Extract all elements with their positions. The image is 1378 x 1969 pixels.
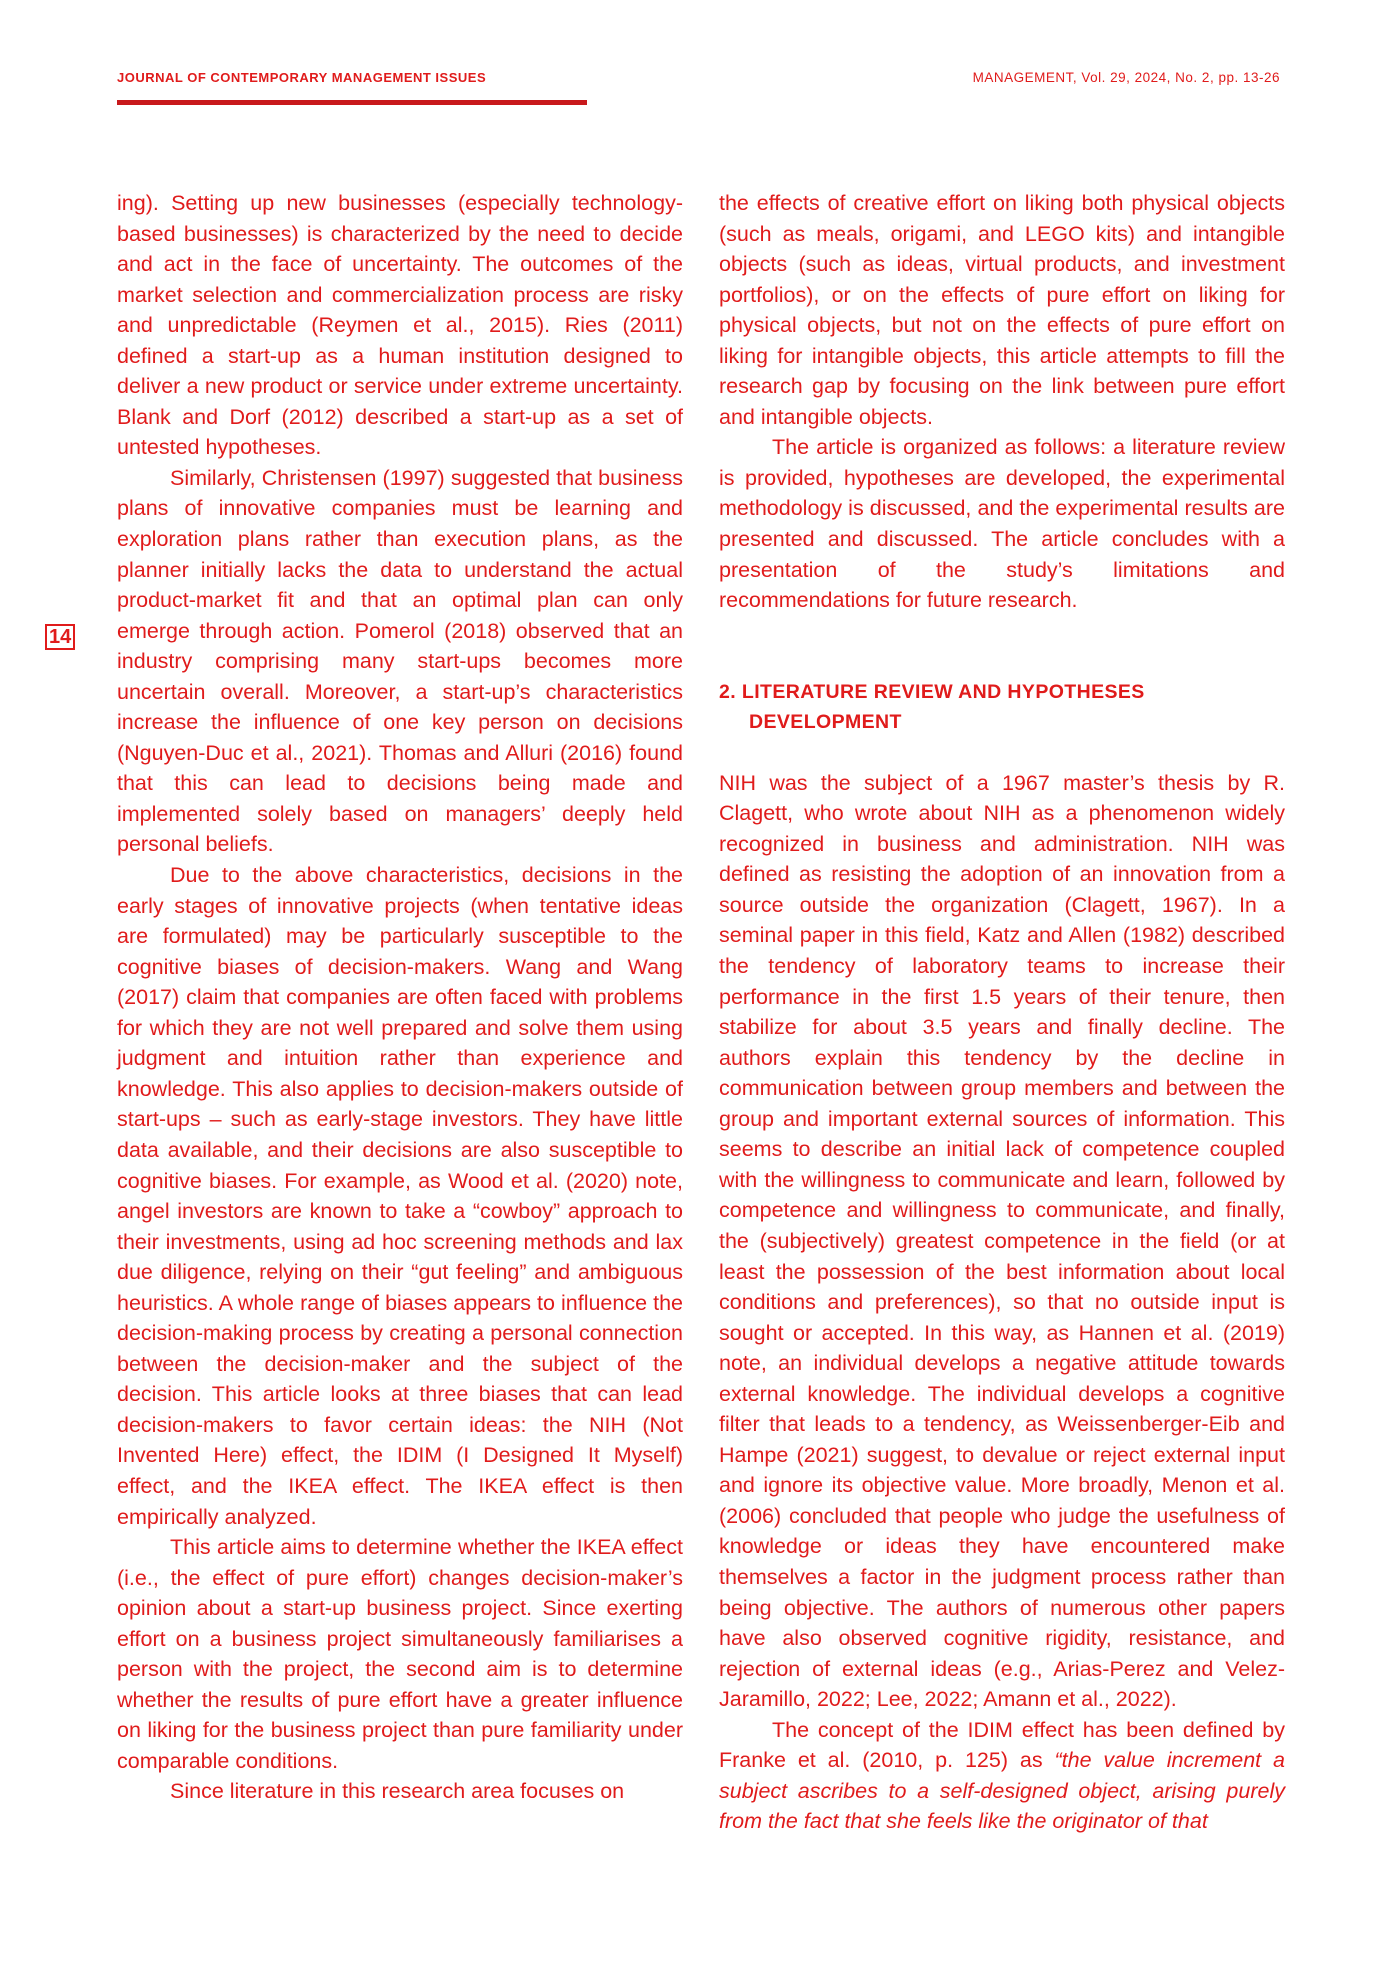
quotation: “the value increment a subject ascribes … — [719, 1748, 1285, 1834]
header-rule — [117, 100, 587, 105]
citation: MANAGEMENT, Vol. 29, 2024, No. 2, pp. 13… — [972, 70, 1280, 85]
paragraph-lead: The concept of the IDIM effect has been … — [719, 1717, 1285, 1773]
spacer — [719, 738, 1285, 768]
paragraph: the effects of creative effort on liking… — [719, 191, 1285, 429]
section-heading: 2. LITERATURE REVIEW AND HYPOTHESES DEVE… — [719, 680, 1145, 734]
journal-title: JOURNAL OF CONTEMPORARY MANAGEMENT ISSUE… — [117, 70, 487, 85]
paragraph: The concept of the IDIM effect has been … — [719, 1715, 1285, 1837]
paragraph: The article is organized as follows: a l… — [719, 435, 1285, 613]
paragraph: This article aims to determine whether t… — [117, 1535, 683, 1773]
paragraph: ing). Setting up new businesses (especia… — [117, 191, 683, 460]
page-number: 14 — [45, 624, 76, 650]
paragraph: Similarly, Christensen (1997) suggested … — [117, 465, 683, 857]
right-column: the effects of creative effort on liking… — [719, 188, 1285, 1837]
paragraph: Due to the above characteristics, decisi… — [117, 863, 683, 1529]
paragraph: NIH was the subject of a 1967 master’s t… — [719, 770, 1285, 1712]
left-column: ing). Setting up new businesses (especia… — [117, 188, 683, 1807]
paragraph: Since literature in this research area f… — [170, 1779, 625, 1804]
spacer — [719, 616, 1285, 677]
